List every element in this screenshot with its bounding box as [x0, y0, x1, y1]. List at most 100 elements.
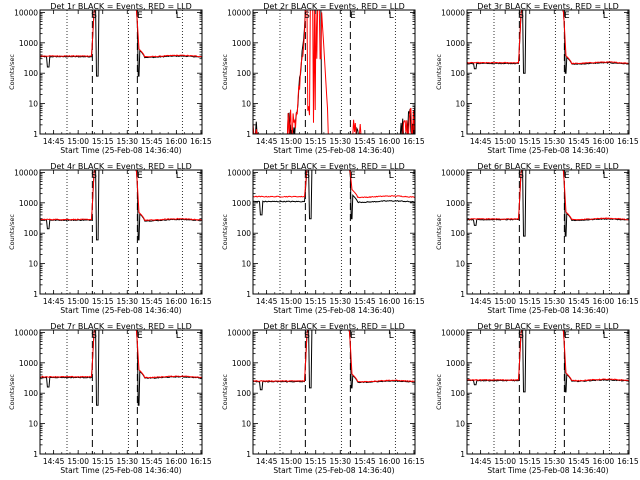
y-tick-label: 100: [24, 229, 39, 238]
series-lld: [253, 330, 415, 383]
y-tick-label: 1000: [446, 39, 465, 48]
x-tick-label: 16:15: [617, 137, 639, 146]
x-tick-label: 15:15: [92, 297, 114, 306]
x-tick-label: 15:15: [305, 457, 327, 466]
marker-letter: S: [518, 11, 524, 21]
marker-letter: L: [603, 171, 608, 181]
y-tick-label: 10: [28, 260, 38, 269]
x-tick-label: 15:30: [543, 297, 565, 306]
marker-letter: S: [91, 171, 97, 181]
x-tick-label: 15:00: [280, 137, 302, 146]
marker-letter: S: [91, 11, 97, 21]
panel-title: Det 1r BLACK = Events, RED = LLD: [50, 2, 192, 11]
y-axis-label: Counts/sec: [221, 54, 229, 90]
y-tick-label: 1: [33, 290, 38, 299]
y-tick-label: 1000: [19, 199, 38, 208]
x-tick-label: 14:45: [256, 137, 278, 146]
marker-letter: E: [350, 171, 356, 181]
x-tick-label: 16:00: [593, 297, 615, 306]
marker-letter: E: [564, 171, 570, 181]
x-tick-label: 16:15: [190, 297, 212, 306]
x-tick-label: 15:15: [519, 457, 541, 466]
y-tick-label: 1000: [446, 359, 465, 368]
x-tick-label: 15:00: [494, 297, 516, 306]
y-axis-label: Counts/sec: [221, 214, 229, 250]
x-tick-label: 14:45: [470, 457, 492, 466]
x-tick-label: 14:45: [470, 297, 492, 306]
y-tick-label: 1: [460, 130, 465, 139]
series-events: [253, 10, 415, 134]
y-tick-label: 10000: [227, 168, 251, 177]
plot-frame: [466, 9, 630, 135]
panel-title: Det 2r BLACK = Events, RED = LLD: [263, 2, 405, 11]
x-tick-label: 15:45: [568, 297, 590, 306]
x-axis-label: Start Time (25-Feb-08 14:36:40): [273, 306, 394, 315]
series-lld: [253, 10, 415, 134]
x-tick-label: 16:00: [166, 297, 188, 306]
x-tick-label: 15:00: [67, 457, 89, 466]
y-tick-label: 10: [455, 100, 465, 109]
marker-letter: E: [137, 171, 143, 181]
plot-frame: [252, 9, 416, 135]
y-tick-label: 1: [246, 290, 251, 299]
marker-letter: E: [564, 11, 570, 21]
plot-frame: [252, 329, 416, 455]
y-tick-label: 10: [241, 260, 251, 269]
marker-letter: L: [176, 11, 181, 21]
plot-frame: [39, 169, 203, 295]
marker-letter: E: [564, 331, 570, 341]
x-tick-label: 16:15: [403, 457, 425, 466]
y-tick-label: 10000: [14, 8, 38, 17]
y-tick-label: 10000: [441, 168, 465, 177]
x-axis-label: Start Time (25-Feb-08 14:36:40): [60, 306, 181, 315]
x-tick-label: 14:45: [43, 457, 65, 466]
y-tick-label: 1000: [232, 199, 251, 208]
y-tick-label: 10: [241, 420, 251, 429]
series-lld: [467, 10, 629, 65]
x-tick-label: 15:45: [141, 297, 163, 306]
marker-letter: E: [350, 331, 356, 341]
marker-letter: S: [304, 11, 310, 21]
x-tick-label: 15:15: [305, 137, 327, 146]
marker-letter: L: [176, 171, 181, 181]
y-tick-label: 10000: [227, 328, 251, 337]
y-tick-label: 10000: [441, 8, 465, 17]
series-lld: [253, 170, 415, 199]
marker-letter: S: [304, 331, 310, 341]
marker-letter: L: [389, 331, 394, 341]
x-tick-label: 16:00: [166, 137, 188, 146]
x-tick-label: 15:00: [280, 297, 302, 306]
x-axis-label: Start Time (25-Feb-08 14:36:40): [487, 466, 608, 475]
y-tick-label: 1000: [19, 39, 38, 48]
panel-title: Det 3r BLACK = Events, RED = LLD: [477, 2, 619, 11]
x-tick-label: 15:30: [329, 297, 351, 306]
y-tick-label: 10: [455, 420, 465, 429]
y-tick-label: 10: [28, 100, 38, 109]
x-tick-label: 16:00: [379, 297, 401, 306]
x-tick-label: 15:00: [494, 137, 516, 146]
x-tick-label: 15:15: [92, 457, 114, 466]
marker-letter: E: [137, 11, 143, 21]
x-tick-label: 15:30: [543, 457, 565, 466]
y-tick-label: 100: [237, 389, 252, 398]
y-axis-label: Counts/sec: [435, 374, 443, 410]
y-tick-label: 10000: [14, 168, 38, 177]
series-lld: [40, 10, 202, 58]
y-tick-label: 1: [246, 130, 251, 139]
x-tick-label: 16:15: [403, 297, 425, 306]
x-tick-label: 15:15: [519, 297, 541, 306]
x-tick-label: 16:15: [190, 137, 212, 146]
panel-title: Det 5r BLACK = Events, RED = LLD: [263, 162, 405, 171]
panel-title: Det 8r BLACK = Events, RED = LLD: [263, 322, 405, 331]
y-tick-label: 1: [460, 290, 465, 299]
series-events: [253, 170, 415, 220]
x-tick-label: 15:30: [116, 137, 138, 146]
panel-title: Det 7r BLACK = Events, RED = LLD: [50, 322, 192, 331]
y-tick-label: 10: [241, 100, 251, 109]
